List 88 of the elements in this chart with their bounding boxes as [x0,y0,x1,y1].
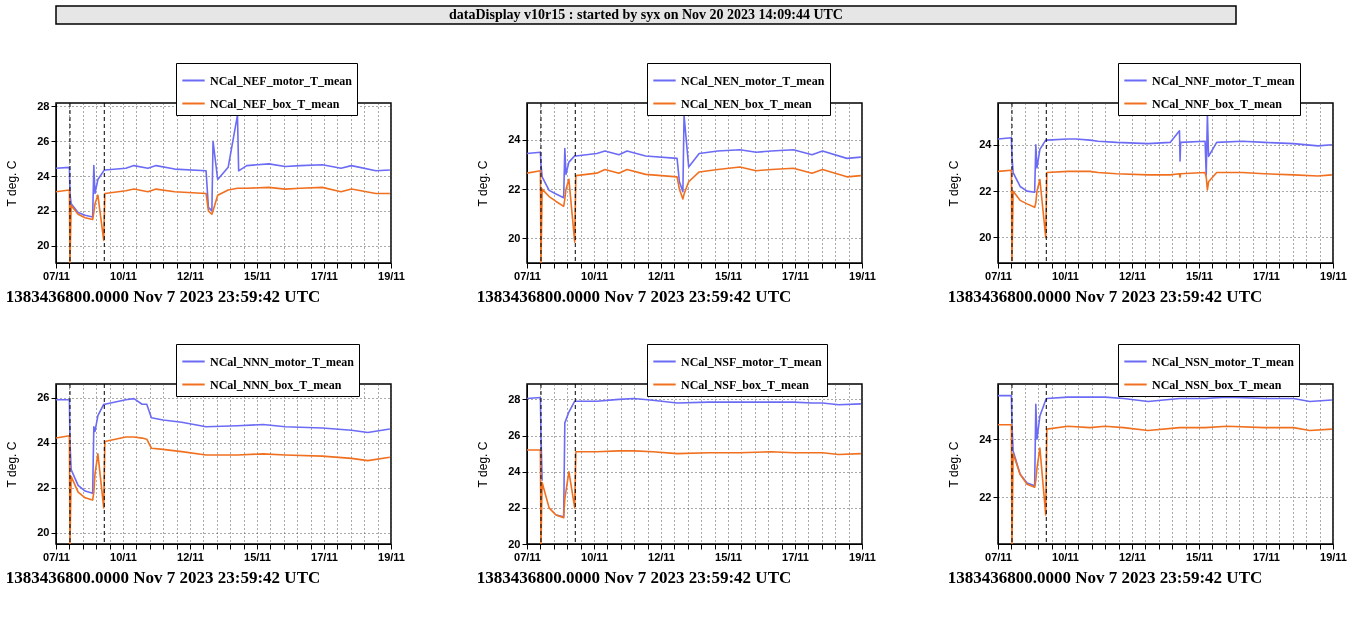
x-tick-label: 12/11 [648,550,675,563]
y-tick-label: 24 [37,169,51,182]
line-series [998,113,1333,194]
y-axis-title: T deg. C [947,441,962,488]
y-tick-label: 24 [508,465,522,478]
x-tick-label: 12/11 [648,269,675,282]
x-tick-label: 19/11 [849,550,876,563]
line-series [56,114,391,218]
text: 1383436800.0000 Nov 7 2023 23:59:42 UTC [5,568,321,587]
legend-label: NCal_NNF_motor_T_mean [1152,73,1295,88]
x-tick-label: 10/11 [581,269,608,282]
y-axis-title: T deg. C [476,160,491,207]
legend-label: NCal_NNN_motor_T_mean [210,354,355,369]
y-tick-label: 20 [508,537,521,550]
y-tick-label: 24 [508,133,522,146]
legend-label: NCal_NSF_motor_T_mean [681,354,822,369]
x-tick-label: 17/11 [311,269,338,282]
text: 1383436800.0000 Nov 7 2023 23:59:42 UTC [476,568,792,587]
y-axis-title: T deg. C [476,441,491,488]
x-tick-label: 15/11 [1186,269,1213,282]
x-tick-label: 19/11 [378,550,405,563]
x-tick-label: 07/11 [985,269,1012,282]
y-tick-label: 20 [37,526,50,539]
text: 1383436800.0000 Nov 7 2023 23:59:42 UTC [947,568,1263,587]
legend-label: NCal_NNF_box_T_mean [1152,96,1283,111]
legend-label: NCal_NEN_motor_T_mean [681,73,825,88]
text: 1383436800.0000 Nov 7 2023 23:59:42 UTC [5,287,321,306]
text: 1383436800.0000 Nov 7 2023 23:59:42 UTC [947,287,1263,306]
x-tick-label: 15/11 [715,269,742,282]
x-tick-label: 07/11 [514,550,541,563]
x-tick-label: 12/11 [177,269,204,282]
x-tick-label: 15/11 [715,550,742,563]
y-tick-label: 22 [508,501,521,514]
x-tick-label: 12/11 [1119,550,1146,563]
x-tick-label: 12/11 [1119,269,1146,282]
x-tick-label: 15/11 [244,269,271,282]
text: 1383436800.0000 Nov 7 2023 23:59:42 UTC [476,287,792,306]
x-tick-label: 19/11 [849,269,876,282]
y-axis-title: T deg. C [5,160,20,207]
y-tick-label: 22 [979,490,992,503]
x-tick-label: 07/11 [514,269,541,282]
x-tick-label: 10/11 [1052,269,1079,282]
x-tick-label: 12/11 [177,550,204,563]
y-tick-label: 20 [979,230,992,243]
x-tick-label: 17/11 [1253,550,1280,563]
line-series [527,114,862,199]
y-tick-label: 26 [508,429,521,442]
y-axis-title: T deg. C [947,160,962,207]
x-tick-label: 10/11 [110,269,137,282]
line-series [998,394,1333,487]
y-tick-label: 24 [979,138,993,151]
y-tick-label: 22 [37,481,50,494]
legend-label: NCal_NEF_motor_T_mean [210,73,353,88]
x-tick-label: 17/11 [1253,269,1280,282]
y-tick-label: 20 [508,231,521,244]
y-tick-label: 24 [37,436,51,449]
x-tick-label: 07/11 [985,550,1012,563]
x-tick-label: 15/11 [244,550,271,563]
x-tick-label: 10/11 [110,550,137,563]
y-tick-label: 28 [37,99,50,112]
y-tick-label: 22 [37,204,50,217]
y-tick-label: 24 [979,432,993,445]
y-tick-label: 26 [37,134,50,147]
y-tick-label: 26 [37,391,50,404]
y-axis-title: T deg. C [5,441,20,488]
y-tick-label: 28 [508,392,521,405]
x-tick-label: 17/11 [782,269,809,282]
legend-label: NCal_NEF_box_T_mean [210,96,340,111]
line-series [56,397,391,495]
y-tick-label: 22 [508,182,521,195]
legend-label: NCal_NNN_box_T_mean [210,377,342,392]
x-tick-label: 19/11 [1320,550,1347,563]
y-tick-label: 20 [37,239,50,252]
y-tick-label: 22 [979,184,992,197]
x-tick-label: 10/11 [581,550,608,563]
x-tick-label: 15/11 [1186,550,1213,563]
legend-label: NCal_NEN_box_T_mean [681,96,812,111]
x-tick-label: 17/11 [311,550,338,563]
legend-label: NCal_NSN_box_T_mean [1152,377,1282,392]
legend-label: NCal_NSF_box_T_mean [681,377,810,392]
x-tick-label: 07/11 [43,550,70,563]
x-tick-label: 19/11 [378,269,405,282]
legend-label: NCal_NSN_motor_T_mean [1152,354,1295,369]
x-tick-label: 10/11 [1052,550,1079,563]
x-tick-label: 07/11 [43,269,70,282]
x-tick-label: 17/11 [782,550,809,563]
text: dataDisplay v10r15 : started by syx on Nov 20 2023 14:09:44 UTC [449,7,843,22]
x-tick-label: 19/11 [1320,269,1347,282]
